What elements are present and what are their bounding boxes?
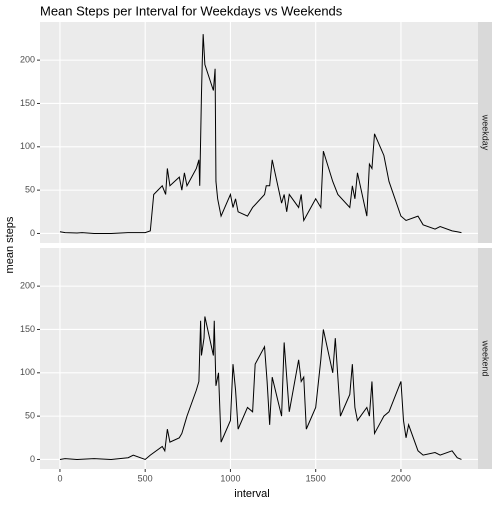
facet-strip — [478, 22, 492, 243]
y-tick-label: 100 — [20, 367, 35, 377]
x-tick-label: 0 — [57, 473, 62, 483]
x-tick-label: 1500 — [306, 473, 326, 483]
x-tick-label: 500 — [138, 473, 153, 483]
y-tick-label: 200 — [20, 55, 35, 65]
x-tick-label: 2000 — [391, 473, 411, 483]
facet-strip — [478, 248, 492, 469]
y-tick-label: 150 — [20, 324, 35, 334]
facet-label: weekday — [481, 114, 491, 151]
data-line — [59, 316, 462, 461]
y-tick-label: 100 — [20, 141, 35, 151]
y-tick-label: 150 — [20, 98, 35, 108]
data-line — [59, 34, 462, 234]
y-tick-label: 50 — [25, 185, 35, 195]
x-axis-label: interval — [234, 488, 269, 500]
y-tick-label: 200 — [20, 281, 35, 291]
y-tick-label: 50 — [25, 411, 35, 421]
facet-label: weekend — [481, 339, 491, 376]
y-tick-label: 0 — [30, 454, 35, 464]
chart-title: Mean Steps per Interval for Weekdays vs … — [40, 3, 343, 18]
panel-background — [40, 22, 478, 243]
x-tick-label: 1000 — [220, 473, 240, 483]
y-axis-label: mean steps — [4, 216, 16, 273]
y-tick-label: 0 — [30, 228, 35, 238]
